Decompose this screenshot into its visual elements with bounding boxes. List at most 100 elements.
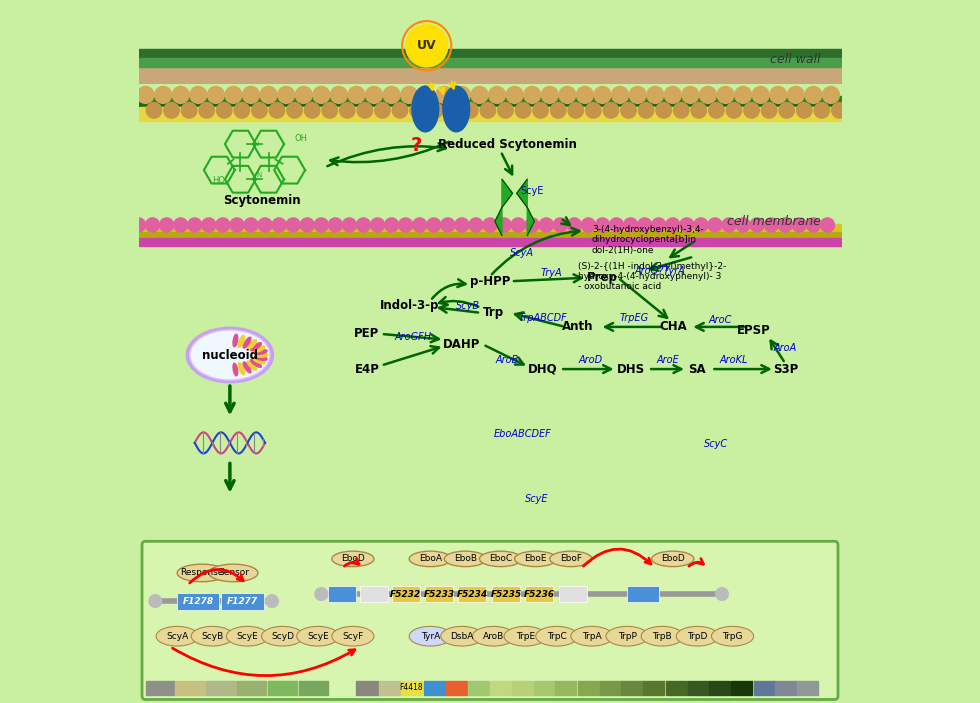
- Circle shape: [612, 86, 628, 103]
- Circle shape: [750, 218, 764, 232]
- Circle shape: [623, 218, 638, 232]
- FancyBboxPatch shape: [559, 586, 587, 602]
- Ellipse shape: [262, 626, 304, 646]
- Bar: [467, 681, 489, 695]
- Circle shape: [805, 86, 822, 103]
- Circle shape: [160, 218, 173, 232]
- Circle shape: [188, 218, 202, 232]
- Bar: [237, 681, 267, 695]
- Ellipse shape: [410, 626, 452, 646]
- Text: ?: ?: [411, 136, 421, 155]
- Circle shape: [216, 218, 230, 232]
- Circle shape: [413, 218, 426, 232]
- Bar: [710, 681, 730, 695]
- Ellipse shape: [243, 337, 251, 348]
- Text: TrpG: TrpG: [722, 632, 743, 640]
- Circle shape: [392, 103, 408, 118]
- Circle shape: [700, 86, 716, 103]
- Circle shape: [603, 103, 618, 118]
- Text: ScyA: ScyA: [510, 248, 534, 258]
- Bar: [268, 681, 297, 695]
- Circle shape: [610, 218, 623, 232]
- Circle shape: [295, 86, 313, 103]
- Text: Sensor: Sensor: [218, 569, 249, 577]
- Text: ScyB: ScyB: [456, 301, 479, 311]
- Bar: [490, 681, 512, 695]
- Text: EboE: EboE: [524, 555, 547, 563]
- FancyBboxPatch shape: [360, 586, 388, 602]
- Text: N: N: [257, 172, 262, 178]
- Circle shape: [822, 86, 840, 103]
- Text: EboA: EboA: [418, 555, 442, 563]
- FancyBboxPatch shape: [221, 593, 264, 610]
- Text: TrpABCDF: TrpABCDF: [518, 313, 567, 323]
- Bar: [138, 107, 842, 121]
- Bar: [754, 681, 775, 695]
- Text: F5236: F5236: [523, 590, 555, 598]
- Text: E4P: E4P: [355, 363, 379, 375]
- Circle shape: [357, 218, 370, 232]
- Circle shape: [753, 86, 769, 103]
- Bar: [138, 58, 842, 67]
- Text: nucleoid: nucleoid: [202, 349, 258, 361]
- Circle shape: [656, 103, 671, 118]
- Circle shape: [523, 86, 541, 103]
- Bar: [299, 681, 328, 695]
- Circle shape: [199, 103, 215, 118]
- Bar: [643, 681, 664, 695]
- Circle shape: [792, 218, 807, 232]
- Circle shape: [820, 218, 834, 232]
- Ellipse shape: [410, 551, 452, 567]
- Bar: [138, 96, 842, 102]
- Text: TrpP: TrpP: [617, 632, 637, 640]
- Ellipse shape: [177, 564, 226, 582]
- Circle shape: [735, 86, 752, 103]
- Ellipse shape: [190, 330, 270, 380]
- Circle shape: [722, 218, 736, 232]
- Bar: [206, 681, 235, 695]
- Circle shape: [787, 86, 805, 103]
- Ellipse shape: [676, 626, 718, 646]
- Circle shape: [277, 86, 295, 103]
- Circle shape: [270, 103, 285, 118]
- Circle shape: [146, 218, 160, 232]
- Circle shape: [559, 86, 576, 103]
- Ellipse shape: [444, 551, 486, 567]
- Ellipse shape: [412, 86, 439, 132]
- Circle shape: [581, 218, 596, 232]
- Circle shape: [258, 218, 272, 232]
- Ellipse shape: [188, 328, 272, 381]
- Ellipse shape: [238, 363, 244, 375]
- Circle shape: [515, 103, 531, 118]
- Ellipse shape: [504, 626, 546, 646]
- Bar: [665, 681, 687, 695]
- Text: DAHP: DAHP: [443, 338, 480, 351]
- Text: Reduced Scytonemin: Reduced Scytonemin: [438, 138, 577, 150]
- Text: DsbA: DsbA: [450, 632, 473, 640]
- Circle shape: [567, 218, 581, 232]
- Ellipse shape: [641, 626, 683, 646]
- Circle shape: [832, 103, 847, 118]
- Circle shape: [736, 218, 750, 232]
- Circle shape: [551, 103, 565, 118]
- Bar: [533, 681, 555, 695]
- Text: ScyA: ScyA: [166, 632, 188, 640]
- Circle shape: [539, 218, 554, 232]
- Ellipse shape: [243, 362, 251, 373]
- Circle shape: [366, 86, 382, 103]
- Circle shape: [554, 218, 567, 232]
- Text: DHQ: DHQ: [528, 363, 558, 375]
- Text: F4418: F4418: [400, 683, 423, 692]
- Text: Indol-3-p: Indol-3-p: [379, 299, 439, 312]
- Text: ScyF: ScyF: [342, 632, 364, 640]
- Ellipse shape: [550, 551, 592, 567]
- Circle shape: [652, 218, 665, 232]
- Text: ScyD: ScyD: [271, 632, 294, 640]
- Circle shape: [418, 86, 435, 103]
- Text: TrpD: TrpD: [687, 632, 708, 640]
- Circle shape: [533, 103, 549, 118]
- Ellipse shape: [233, 363, 238, 376]
- Ellipse shape: [226, 626, 269, 646]
- Text: p-HPP: p-HPP: [469, 275, 511, 288]
- FancyBboxPatch shape: [459, 586, 486, 602]
